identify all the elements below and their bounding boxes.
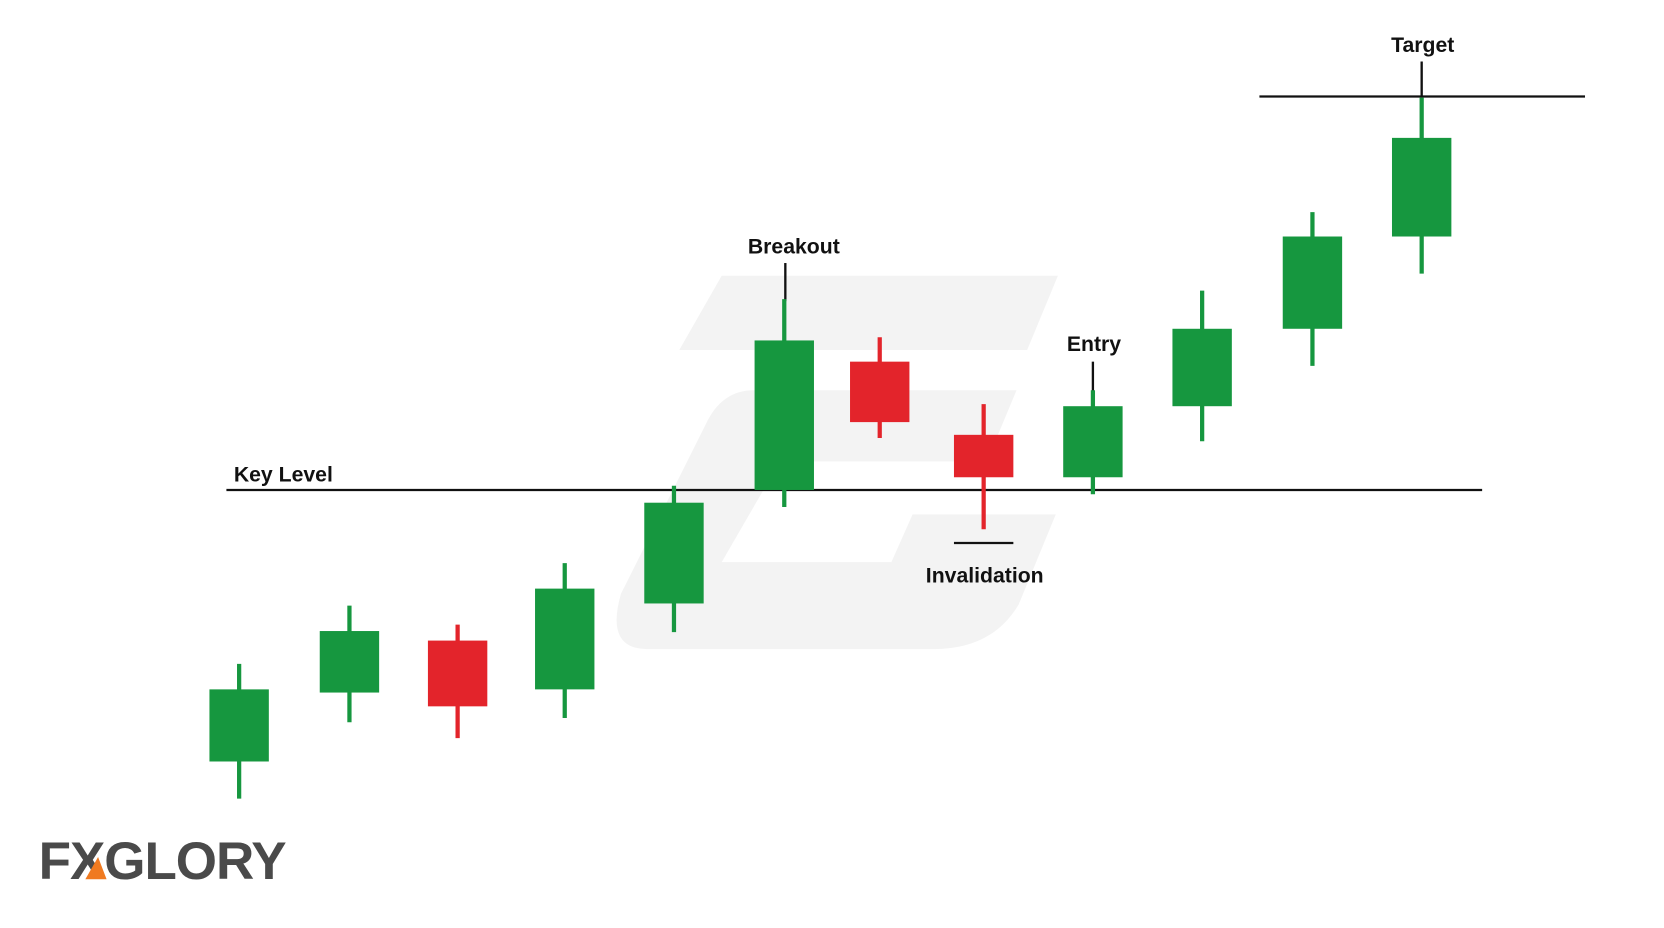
- key-level-label: Key Level: [234, 463, 333, 486]
- candle: [1172, 290, 1232, 442]
- target-label: Target: [1391, 34, 1454, 57]
- candle: [535, 563, 595, 719]
- logo-accent: [85, 856, 107, 880]
- candle: [209, 663, 269, 799]
- breakout-label: Breakout: [748, 235, 840, 258]
- candle: [1063, 390, 1123, 495]
- candle: [850, 337, 910, 439]
- candle: [754, 299, 814, 507]
- logo: FXGLORY: [39, 832, 287, 891]
- entry-label: Entry: [1067, 333, 1121, 356]
- candle: [953, 404, 1014, 530]
- candle: [1391, 97, 1452, 274]
- candle: [1282, 212, 1343, 366]
- watermark: [616, 275, 1058, 650]
- invalidation-label: Invalidation: [926, 564, 1044, 587]
- candle: [319, 605, 380, 723]
- candle: [427, 624, 488, 739]
- candles: [209, 97, 1452, 799]
- candle: [644, 485, 704, 633]
